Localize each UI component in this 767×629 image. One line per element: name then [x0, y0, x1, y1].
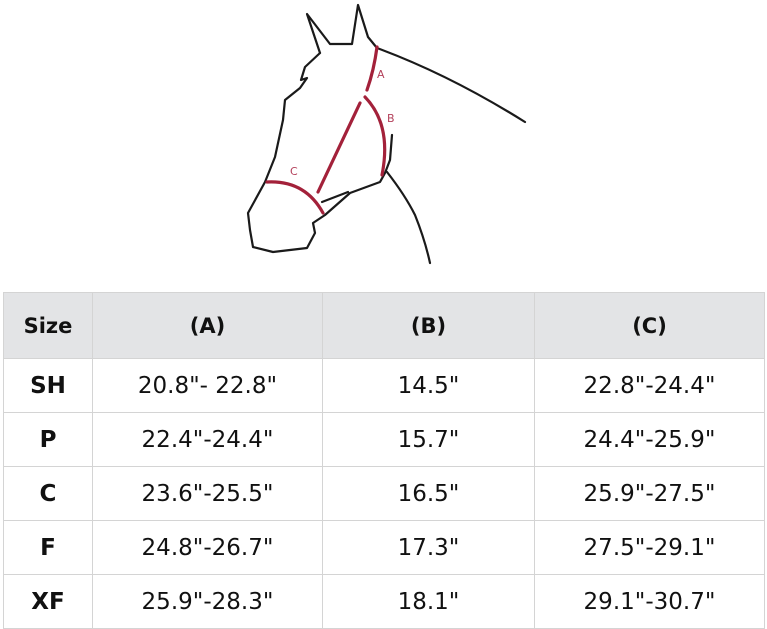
b-cell: 16.5" [322, 466, 535, 521]
c-cell: 24.4"-25.9" [534, 412, 765, 467]
measurement-lines [265, 45, 387, 215]
table-header-row: Size (A) (B) (C) [3, 292, 765, 359]
horse-outline [246, 3, 527, 265]
a-cell: 25.9"-28.3" [92, 574, 323, 629]
size-cell: C [3, 466, 93, 521]
table-row: F 24.8"-26.7" 17.3" 27.5"-29.1" [3, 520, 765, 575]
table-row: SH 20.8"- 22.8" 14.5" 22.8"-24.4" [3, 358, 765, 413]
c-cell: 25.9"-27.5" [534, 466, 765, 521]
table-row: C 23.6"-25.5" 16.5" 25.9"-27.5" [3, 466, 765, 521]
a-cell: 24.8"-26.7" [92, 520, 323, 575]
table-row: P 22.4"-24.4" 15.7" 24.4"-25.9" [3, 412, 765, 467]
c-cell: 22.8"-24.4" [534, 358, 765, 413]
measure-line-a [365, 45, 379, 92]
b-cell: 18.1" [322, 574, 535, 629]
b-cell: 15.7" [322, 412, 535, 467]
table-row: XF 25.9"-28.3" 18.1" 29.1"-30.7" [3, 574, 765, 629]
c-cell: 27.5"-29.1" [534, 520, 765, 575]
size-cell: P [3, 412, 93, 467]
a-cell: 20.8"- 22.8" [92, 358, 323, 413]
b-cell: 17.3" [322, 520, 535, 575]
size-cell: SH [3, 358, 93, 413]
label-c: C [290, 165, 298, 178]
horse-head-diagram: A B C [246, 3, 527, 265]
header-b: (B) [322, 292, 535, 359]
size-chart-table: Size (A) (B) (C) SH 20.8"- 22.8" 14.5" 22.8… [3, 292, 765, 629]
label-b: B [387, 112, 395, 125]
header-c: (C) [534, 292, 765, 359]
a-cell: 23.6"-25.5" [92, 466, 323, 521]
label-a: A [377, 68, 385, 81]
c-cell: 29.1"-30.7" [534, 574, 765, 629]
size-cell: XF [3, 574, 93, 629]
measure-line-c [265, 180, 325, 215]
measure-line-diagonal [316, 101, 362, 194]
size-cell: F [3, 520, 93, 575]
header-a: (A) [92, 292, 323, 359]
a-cell: 22.4"-24.4" [92, 412, 323, 467]
b-cell: 14.5" [322, 358, 535, 413]
header-size: Size [3, 292, 93, 359]
measure-line-b [363, 95, 387, 177]
